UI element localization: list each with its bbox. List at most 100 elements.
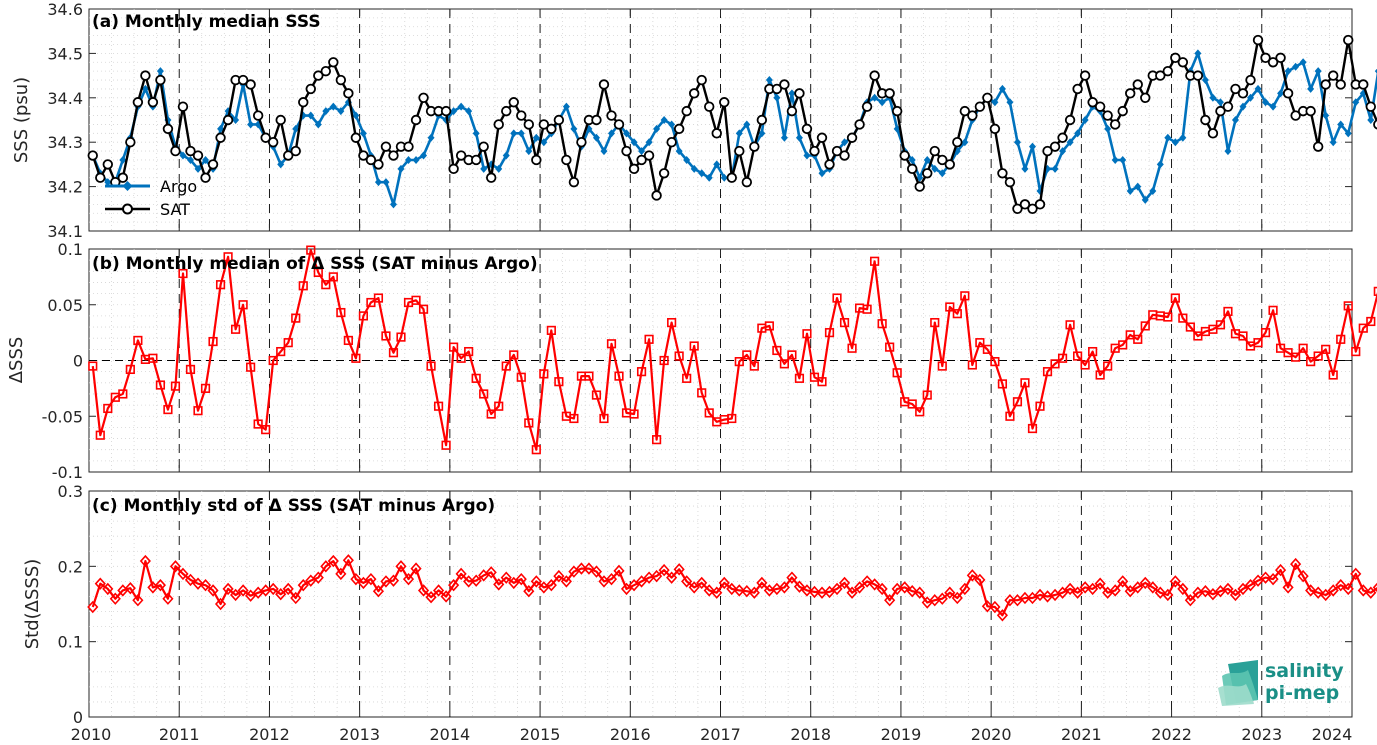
data-point xyxy=(471,373,481,383)
data-point xyxy=(1350,567,1362,581)
data-point xyxy=(878,98,886,107)
data-point xyxy=(277,160,285,169)
data-point xyxy=(1035,401,1045,411)
data-point xyxy=(199,578,212,592)
data-point xyxy=(606,110,617,121)
data-point xyxy=(426,361,436,371)
data-point xyxy=(1013,138,1021,147)
data-point xyxy=(658,168,670,179)
data-point xyxy=(893,124,901,133)
data-point xyxy=(1314,67,1322,76)
data-point xyxy=(450,107,458,116)
data-point xyxy=(440,105,452,117)
data-point xyxy=(125,364,135,375)
data-point xyxy=(1247,93,1255,102)
data-point xyxy=(1117,105,1128,117)
data-point xyxy=(930,317,940,328)
data-point xyxy=(1095,370,1105,380)
data-point xyxy=(704,101,715,112)
data-point xyxy=(539,369,549,379)
y-tick-label: 34.1 xyxy=(47,222,83,241)
data-point xyxy=(1012,397,1023,407)
data-point xyxy=(832,293,842,303)
data-point xyxy=(1366,316,1376,327)
data-point xyxy=(1162,65,1174,77)
data-point xyxy=(967,360,977,370)
data-point xyxy=(538,119,550,130)
data-point xyxy=(772,345,782,356)
panel-c: 0 0.1 0.2 0.3 (c) Monthly std of Δ SSS (SAT… xyxy=(22,482,1377,727)
data-point xyxy=(1192,70,1204,81)
panel-a: 34.1 34.2 34.3 34.4 34.5 34.6 (a) Monthly med… xyxy=(11,0,1377,241)
data-point xyxy=(719,97,730,108)
data-point xyxy=(457,102,465,111)
data-point xyxy=(922,168,933,179)
data-point xyxy=(222,582,234,596)
data-point xyxy=(1117,575,1129,588)
data-point xyxy=(861,575,873,588)
data-point xyxy=(690,164,698,173)
panel-b-grid xyxy=(89,249,1352,472)
data-point xyxy=(501,361,511,371)
data-point xyxy=(885,342,895,352)
data-point xyxy=(524,418,534,428)
panel-a-y-ticks: 34.1 34.2 34.3 34.4 34.5 34.6 xyxy=(47,0,1353,241)
data-point xyxy=(1163,312,1173,322)
data-point xyxy=(793,580,806,593)
data-point xyxy=(801,123,813,135)
data-point xyxy=(1140,92,1151,104)
data-point xyxy=(659,355,669,366)
data-point xyxy=(1374,68,1377,74)
data-point xyxy=(1262,98,1270,107)
legend-argo-label: Argo xyxy=(160,177,197,196)
data-point xyxy=(214,597,227,611)
data-point xyxy=(689,341,699,351)
data-point xyxy=(726,172,737,183)
data-point xyxy=(141,84,149,93)
data-point xyxy=(1200,114,1211,126)
x-tick-label: 2021 xyxy=(1061,725,1102,744)
data-point xyxy=(1103,361,1113,371)
data-point xyxy=(350,132,362,143)
data-point xyxy=(185,364,196,375)
data-point xyxy=(914,586,926,599)
data-point xyxy=(1320,588,1332,602)
data-point xyxy=(472,129,480,138)
data-point xyxy=(1365,586,1377,599)
data-point xyxy=(525,147,533,156)
data-point xyxy=(1269,102,1277,111)
x-tick-label: 2020 xyxy=(971,725,1012,744)
data-point xyxy=(1352,98,1360,107)
data-point xyxy=(839,150,850,161)
data-point xyxy=(215,280,226,290)
data-point xyxy=(937,154,948,166)
data-point xyxy=(952,309,962,319)
data-point xyxy=(741,176,753,188)
data-point xyxy=(697,388,707,398)
data-point xyxy=(718,576,730,590)
data-point xyxy=(1154,586,1166,599)
data-point xyxy=(1229,588,1242,602)
data-point xyxy=(365,154,377,166)
data-point xyxy=(1004,176,1016,188)
data-point xyxy=(1277,89,1285,98)
data-point xyxy=(1065,320,1075,330)
data-point xyxy=(117,172,129,183)
data-point xyxy=(1238,331,1248,341)
data-point xyxy=(600,147,608,156)
data-point xyxy=(876,582,888,596)
data-point xyxy=(749,141,760,152)
x-tick-label: 2017 xyxy=(700,725,741,744)
data-point xyxy=(1201,76,1209,85)
data-point xyxy=(606,339,617,349)
data-point xyxy=(1111,155,1119,164)
data-point xyxy=(275,588,287,601)
data-point xyxy=(884,88,895,99)
data-point xyxy=(1125,88,1136,99)
data-point xyxy=(1275,52,1286,64)
data-point xyxy=(372,584,385,598)
data-point xyxy=(1118,340,1128,350)
data-point xyxy=(818,169,826,178)
data-point xyxy=(1109,584,1121,597)
y-tick-label: 0.05 xyxy=(47,296,83,315)
